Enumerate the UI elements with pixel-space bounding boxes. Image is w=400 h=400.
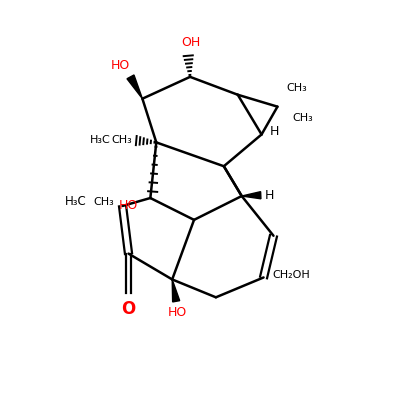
Text: H: H: [270, 125, 279, 138]
Polygon shape: [127, 75, 142, 99]
Text: CH₃: CH₃: [292, 113, 313, 123]
Text: H: H: [265, 189, 274, 202]
Text: HO: HO: [110, 59, 130, 72]
Text: H₃C: H₃C: [65, 196, 87, 208]
Text: CH₃: CH₃: [112, 136, 132, 146]
Text: HO: HO: [118, 199, 138, 212]
Text: CH₃: CH₃: [93, 197, 114, 207]
Text: CH₂OH: CH₂OH: [272, 270, 310, 280]
Text: H₃C: H₃C: [90, 136, 111, 146]
Text: HO: HO: [167, 306, 186, 320]
Text: O: O: [121, 300, 136, 318]
Text: CH₃: CH₃: [286, 83, 307, 93]
Polygon shape: [172, 280, 180, 302]
Text: OH: OH: [181, 36, 200, 49]
Polygon shape: [242, 192, 261, 199]
